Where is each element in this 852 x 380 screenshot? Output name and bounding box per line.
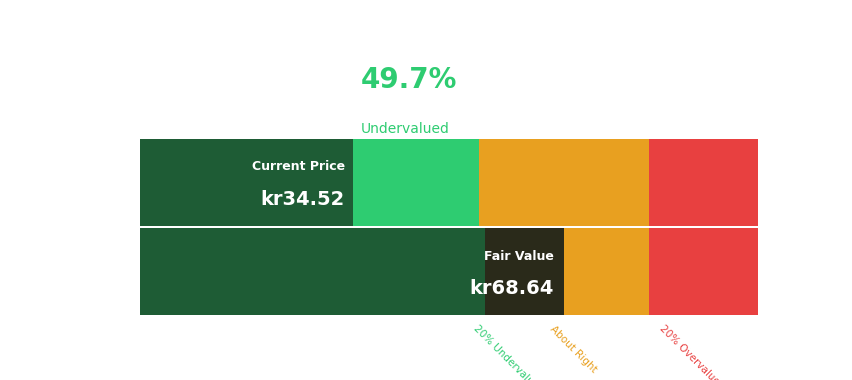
Bar bbox=[484, 228, 563, 315]
Bar bbox=[140, 228, 563, 315]
Text: About Right: About Right bbox=[548, 324, 598, 374]
Text: kr34.52: kr34.52 bbox=[261, 190, 345, 209]
Bar bbox=[140, 228, 479, 315]
Text: kr68.64: kr68.64 bbox=[469, 279, 554, 298]
Bar bbox=[479, 139, 648, 226]
Text: Undervalued: Undervalued bbox=[360, 122, 450, 136]
Text: 49.7%: 49.7% bbox=[360, 66, 457, 94]
Bar bbox=[140, 139, 479, 226]
Bar bbox=[140, 139, 353, 226]
Text: Current Price: Current Price bbox=[251, 160, 345, 173]
Text: Fair Value: Fair Value bbox=[484, 250, 554, 263]
Bar bbox=[648, 139, 757, 226]
Bar bbox=[648, 228, 757, 315]
Text: 20% Overvalued: 20% Overvalued bbox=[657, 324, 725, 380]
Text: 20% Undervalued: 20% Undervalued bbox=[471, 324, 544, 380]
Bar bbox=[479, 228, 648, 315]
